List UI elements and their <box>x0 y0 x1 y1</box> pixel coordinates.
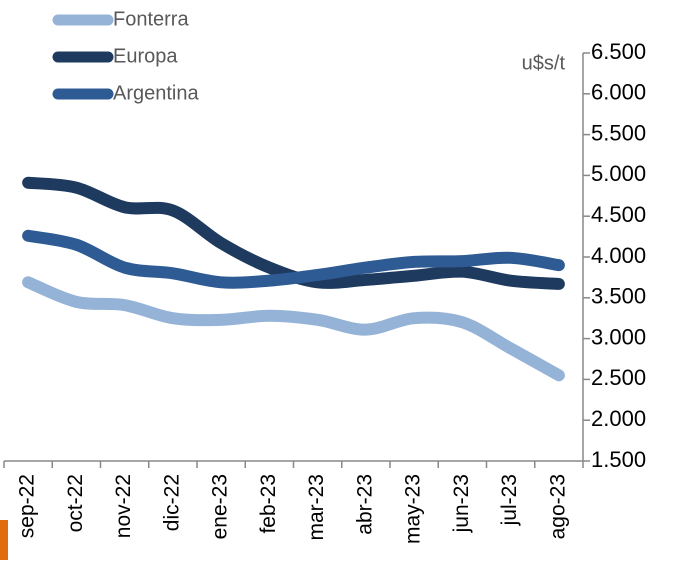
y-tick-label: 5.000 <box>591 161 646 186</box>
y-tick-label: 6.500 <box>591 39 646 64</box>
legend-label: Europa <box>113 45 178 67</box>
y-axis-unit: u$s/t <box>522 52 566 74</box>
y-tick-label: 4.500 <box>591 202 646 227</box>
x-tick-label: nov-22 <box>112 474 135 538</box>
y-tick-label: 2.500 <box>591 365 646 390</box>
legend-label: Argentina <box>113 82 199 104</box>
y-tick-label: 2.000 <box>591 406 646 431</box>
x-tick-label: feb-23 <box>257 474 280 534</box>
x-tick-label: ene-23 <box>209 474 232 539</box>
y-tick-label: 1.500 <box>591 447 646 472</box>
y-tick-label: 3.500 <box>591 284 646 309</box>
x-tick-label: jul-23 <box>498 474 521 526</box>
series-line <box>22 276 565 382</box>
x-tick-label: oct-22 <box>64 474 87 532</box>
series-line <box>22 176 565 290</box>
legend-label: Fonterra <box>113 8 189 30</box>
x-tick-label: may-23 <box>402 474 425 544</box>
y-tick-label: 6.000 <box>591 80 646 105</box>
x-tick-label: ago-23 <box>546 474 569 539</box>
x-tick-label: abr-23 <box>353 474 376 535</box>
x-tick-label: dic-22 <box>160 474 183 531</box>
y-tick-label: 3.000 <box>591 324 646 349</box>
x-tick-label: sep-22 <box>16 474 39 538</box>
y-tick-label: 5.500 <box>591 120 646 145</box>
y-tick-label: 4.000 <box>591 243 646 268</box>
decoration <box>0 520 8 560</box>
x-tick-label: jun-23 <box>450 474 473 533</box>
series-line <box>22 229 565 289</box>
x-tick-label: mar-23 <box>305 474 328 541</box>
